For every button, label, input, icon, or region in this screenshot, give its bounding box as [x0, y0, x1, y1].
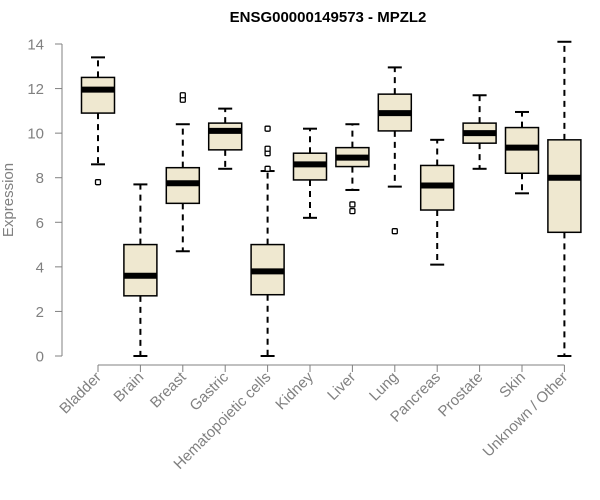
chart-title: ENSG00000149573 - MPZL2 [230, 9, 427, 26]
outlier-point [264, 165, 271, 172]
y-tick-label: 8 [36, 170, 44, 187]
y-tick-label: 6 [36, 215, 44, 232]
outlier-point [349, 207, 356, 215]
x-tick-label: Bladder [56, 369, 105, 418]
box-pancreas [419, 138, 455, 266]
box-lung [377, 66, 413, 235]
x-tick-label: Prostate [435, 369, 487, 421]
box-brain [123, 183, 158, 357]
x-tick-label: Brain [110, 369, 147, 406]
y-tick-label: 0 [36, 349, 44, 366]
box-bladder [80, 56, 116, 186]
box-unknown-other [547, 40, 582, 357]
outlier-point [264, 145, 271, 152]
y-tick-label: 14 [27, 37, 44, 54]
iqr-box [123, 243, 158, 297]
y-tick-label: 2 [36, 304, 44, 321]
outlier-point [94, 179, 102, 186]
box-liver [335, 123, 370, 215]
box-prostate [462, 94, 497, 170]
box-breast [165, 92, 201, 253]
y-tick-label: 4 [36, 259, 44, 276]
iqr-box [547, 139, 582, 234]
box-kidney [292, 127, 328, 219]
outlier-point [349, 201, 356, 208]
x-tick-label: Kidney [272, 368, 317, 413]
outlier-point [264, 125, 271, 132]
outlier-point [179, 92, 186, 99]
y-axis: 0 2 4 6 8 10 12 14 [27, 37, 63, 366]
boxes-group [80, 40, 582, 357]
outlier-point [391, 228, 398, 235]
iqr-box [80, 76, 116, 114]
box-hematopoietic-cells [250, 125, 285, 357]
y-axis-label: Expression [0, 163, 17, 237]
x-tick-label: Skin [496, 369, 529, 402]
x-tick-label: Lung [366, 369, 402, 405]
box-gastric [207, 107, 243, 170]
iqr-box [207, 122, 243, 151]
y-tick-label: 12 [27, 81, 44, 98]
x-tick-label: Liver [324, 369, 359, 404]
y-tick-label: 10 [27, 126, 44, 143]
box-skin [504, 110, 540, 195]
x-tick-label: Breast [147, 368, 190, 411]
